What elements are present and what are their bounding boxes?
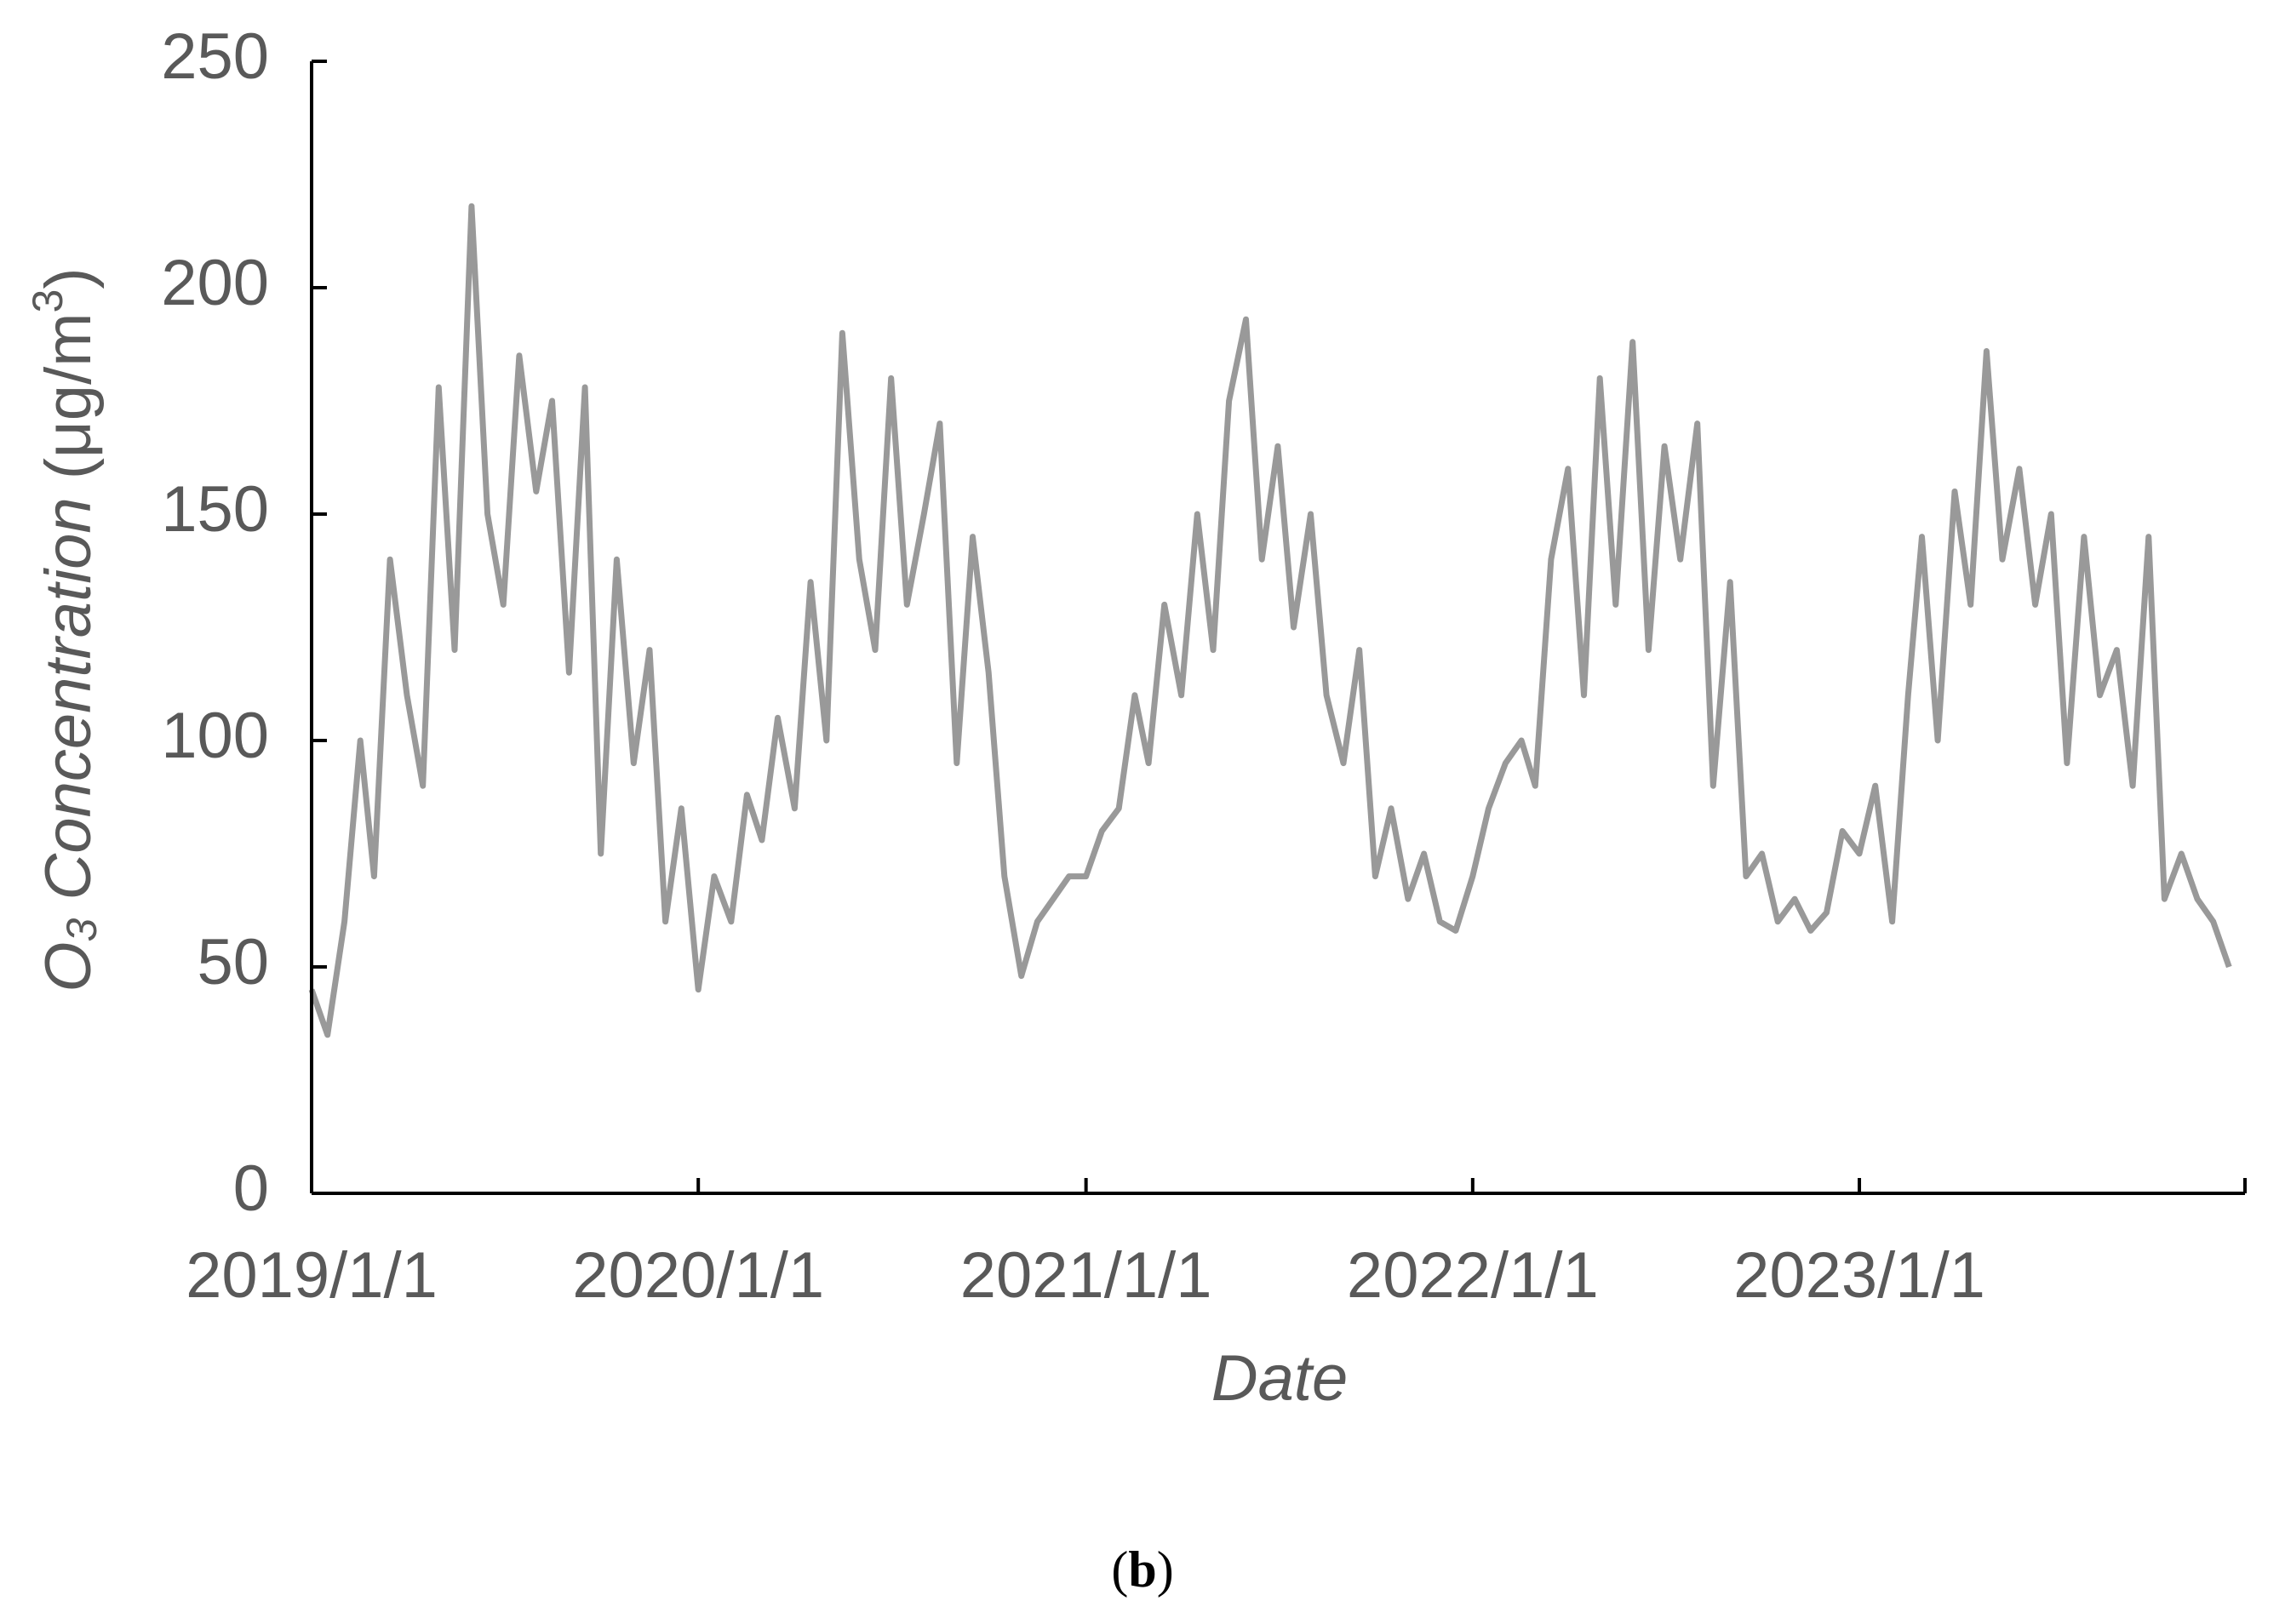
y-tick-label: 50 [197,926,269,998]
y-tick-label: 250 [161,20,269,93]
x-tick-label: 2022/1/1 [1347,1239,1599,1312]
x-tick-label: 2019/1/1 [186,1239,438,1312]
caption-close: ) [1157,1541,1174,1598]
caption: (b) [1111,1541,1173,1598]
caption-bold: b [1128,1541,1156,1598]
y-label-sup: 3 [24,289,72,313]
y-tick-label: 100 [161,700,269,772]
x-axis-label: Date [1211,1342,1349,1415]
data-line [308,203,2232,1038]
y-label-close: ) [32,267,105,289]
caption-open: ( [1111,1541,1128,1598]
y-tick-label: 200 [161,247,269,319]
x-tick-label: 2023/1/1 [1733,1239,1985,1312]
y-tick-label: 150 [161,473,269,546]
y-tick-label: 0 [233,1152,269,1225]
y-label-o: O [32,942,105,992]
y-label-unit: (μg/m [32,312,105,497]
y-label-sub: 3 [58,918,106,942]
y-label-italic: Concentration [32,497,105,918]
x-tick-label: 2021/1/1 [960,1239,1212,1312]
x-tick-label: 2020/1/1 [572,1239,824,1312]
y-axis-label: O3 Concentration (μg/m3) [24,267,106,992]
